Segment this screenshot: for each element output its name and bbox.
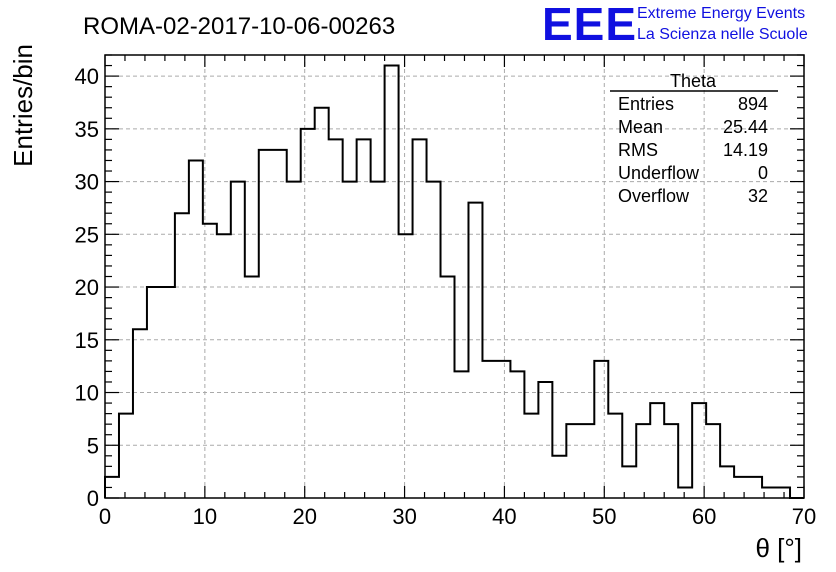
y-tick-label: 30 [75, 170, 99, 195]
eee-logo-line2: La Scienza nelle Scuole [637, 26, 808, 43]
x-tick-label: 20 [292, 504, 316, 529]
stats-box-title: Theta [670, 71, 717, 91]
grid-lines [105, 55, 804, 498]
stats-label-entries: Entries [618, 94, 674, 114]
y-tick-label: 5 [87, 433, 99, 458]
y-tick-label: 0 [87, 486, 99, 511]
x-tick-label: 10 [193, 504, 217, 529]
x-tick-label: 40 [492, 504, 516, 529]
eee-logo-line1: Extreme Energy Events [637, 5, 805, 22]
y-tick-label: 35 [75, 117, 99, 142]
x-tick-label: 60 [692, 504, 716, 529]
y-tick-label: 20 [75, 275, 99, 300]
stats-value-underflow: 0 [758, 163, 768, 183]
stats-label-overflow: Overflow [618, 186, 690, 206]
x-axis-label: θ [°] [755, 533, 802, 563]
stats-label-rms: RMS [618, 140, 658, 160]
y-tick-label: 25 [75, 222, 99, 247]
x-tick-label: 70 [792, 504, 816, 529]
y-axis-ticks: 0 5 10 15 20 25 30 35 40 [75, 54, 804, 511]
stats-value-entries: 894 [738, 94, 768, 114]
stats-label-mean: Mean [618, 117, 663, 137]
chart-title: ROMA-02-2017-10-06-00263 [83, 13, 395, 40]
y-tick-label: 40 [75, 64, 99, 89]
stats-value-overflow: 32 [748, 186, 768, 206]
x-tick-label: 0 [99, 504, 111, 529]
y-tick-label: 10 [75, 381, 99, 406]
x-axis-ticks: 0 10 20 30 40 50 60 70 [99, 55, 816, 529]
stats-value-mean: 25.44 [723, 117, 768, 137]
stats-label-underflow: Underflow [618, 163, 700, 183]
stats-box: Theta Entries 894 Mean 25.44 RMS 14.19 U… [610, 71, 778, 206]
eee-logo: EEE Extreme Energy Events La Scienza nel… [542, 0, 808, 50]
y-axis-label: Entries/bin [8, 44, 38, 167]
y-tick-label: 15 [75, 328, 99, 353]
stats-value-rms: 14.19 [723, 140, 768, 160]
x-tick-label: 50 [592, 504, 616, 529]
eee-logo-mark: EEE [542, 0, 637, 50]
histogram-outline [104, 64, 804, 499]
x-tick-label: 30 [392, 504, 416, 529]
